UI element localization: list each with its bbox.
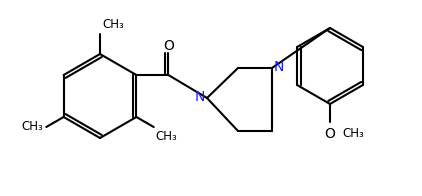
Text: O: O: [325, 127, 335, 141]
Text: N: N: [274, 60, 284, 74]
Text: CH₃: CH₃: [22, 121, 43, 133]
Text: N: N: [195, 90, 205, 104]
Text: CH₃: CH₃: [342, 127, 364, 140]
Text: CH₃: CH₃: [102, 18, 124, 31]
Text: CH₃: CH₃: [156, 130, 177, 143]
Text: O: O: [163, 39, 174, 53]
